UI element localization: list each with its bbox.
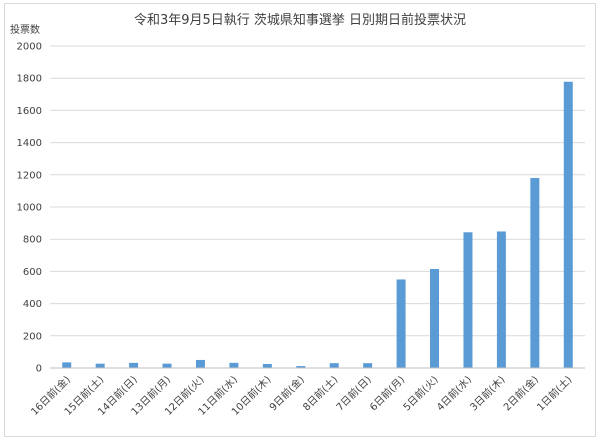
x-tick-label: 7日前(日) xyxy=(333,373,373,413)
bar xyxy=(296,366,306,368)
bar xyxy=(229,362,239,368)
y-tick-label: 1400 xyxy=(17,138,42,149)
x-tick-label: 4日前(水) xyxy=(434,373,474,413)
y-tick-label: 1600 xyxy=(17,106,42,117)
x-tick-label: 9日前(金) xyxy=(266,373,306,413)
y-tick-label: 1200 xyxy=(17,170,42,181)
gridlines xyxy=(50,45,585,337)
bar xyxy=(129,362,139,368)
bar xyxy=(463,232,473,368)
x-tick-label: 6日前(月) xyxy=(367,373,407,413)
y-tick-label: 200 xyxy=(23,331,42,342)
y-tick-label: 0 xyxy=(36,364,42,375)
bar xyxy=(563,81,573,368)
y-tick-label: 400 xyxy=(23,299,42,310)
bar xyxy=(329,363,339,368)
y-tick-label: 1000 xyxy=(17,203,42,214)
bar xyxy=(363,363,373,368)
chart-title: 令和3年9月5日執行 茨城県知事選挙 日別期日前投票状況 xyxy=(134,12,466,28)
bar xyxy=(162,363,172,368)
bars xyxy=(62,81,573,368)
bar xyxy=(95,363,105,368)
y-tick-labels: 0 200 400 600 800 1000 1200 1400 1600 1800 2000 xyxy=(17,42,42,375)
x-tick-label: 2日前(金) xyxy=(501,373,541,413)
bar xyxy=(195,359,205,368)
x-tick-labels: 16日前(金)15日前(土)14日前(日)13日前(月)12日前(火)11日前(… xyxy=(28,373,575,418)
x-tick-label: 8日前(土) xyxy=(300,373,340,413)
bar xyxy=(396,279,406,368)
bar xyxy=(530,178,540,368)
bar xyxy=(496,231,506,368)
x-tick-label: 3日前(木) xyxy=(467,373,507,413)
bar xyxy=(62,362,72,368)
y-tick-label: 600 xyxy=(23,267,42,278)
y-tick-label: 1800 xyxy=(17,74,42,85)
y-axis-label: 投票数 xyxy=(10,23,40,36)
x-tick-label: 1日前(土) xyxy=(534,373,574,413)
y-tick-label: 2000 xyxy=(17,42,42,53)
x-tick-label: 5日前(火) xyxy=(400,373,440,413)
bar xyxy=(430,268,440,368)
bar xyxy=(262,363,272,368)
y-tick-label: 800 xyxy=(23,235,42,246)
chart-frame xyxy=(4,3,596,437)
